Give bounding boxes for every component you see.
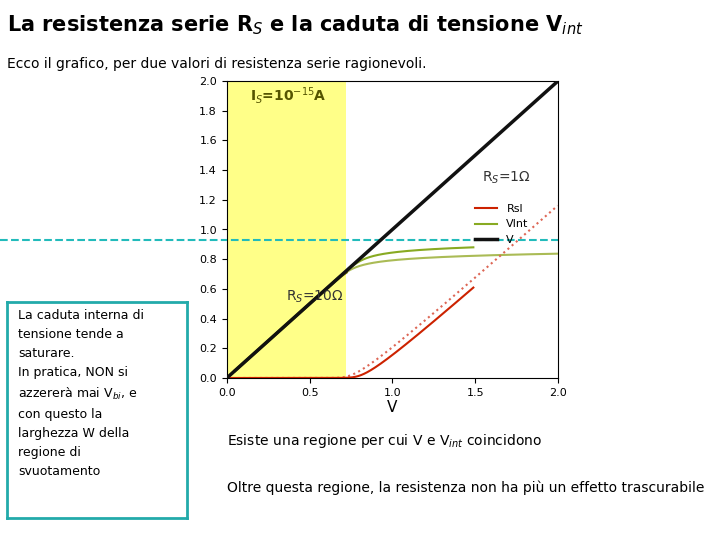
Text: Oltre questa regione, la resistenza non ha più un effetto trascurabile: Oltre questa regione, la resistenza non … (227, 481, 704, 495)
Text: Esiste una regione per cui V e V$_{int}$ coincidono: Esiste una regione per cui V e V$_{int}$… (227, 432, 542, 450)
Text: La resistenza serie R$_S$ e la caduta di tensione V$_{int}$: La resistenza serie R$_S$ e la caduta di… (7, 14, 584, 37)
Text: La caduta interna di
tensione tende a
saturare.
In pratica, NON si
azzererà mai : La caduta interna di tensione tende a sa… (18, 309, 144, 478)
Text: I$_S$=10$^{-15}$A: I$_S$=10$^{-15}$A (250, 85, 326, 106)
Text: R$_S$=1Ω: R$_S$=1Ω (482, 170, 531, 186)
X-axis label: V: V (387, 401, 397, 415)
Text: R$_S$=10Ω: R$_S$=10Ω (287, 289, 344, 305)
Bar (227, 81, 346, 378)
Legend: Rsl, VInt, V: Rsl, VInt, V (471, 199, 534, 249)
Text: Ecco il grafico, per due valori di resistenza serie ragionevoli.: Ecco il grafico, per due valori di resis… (7, 57, 427, 71)
